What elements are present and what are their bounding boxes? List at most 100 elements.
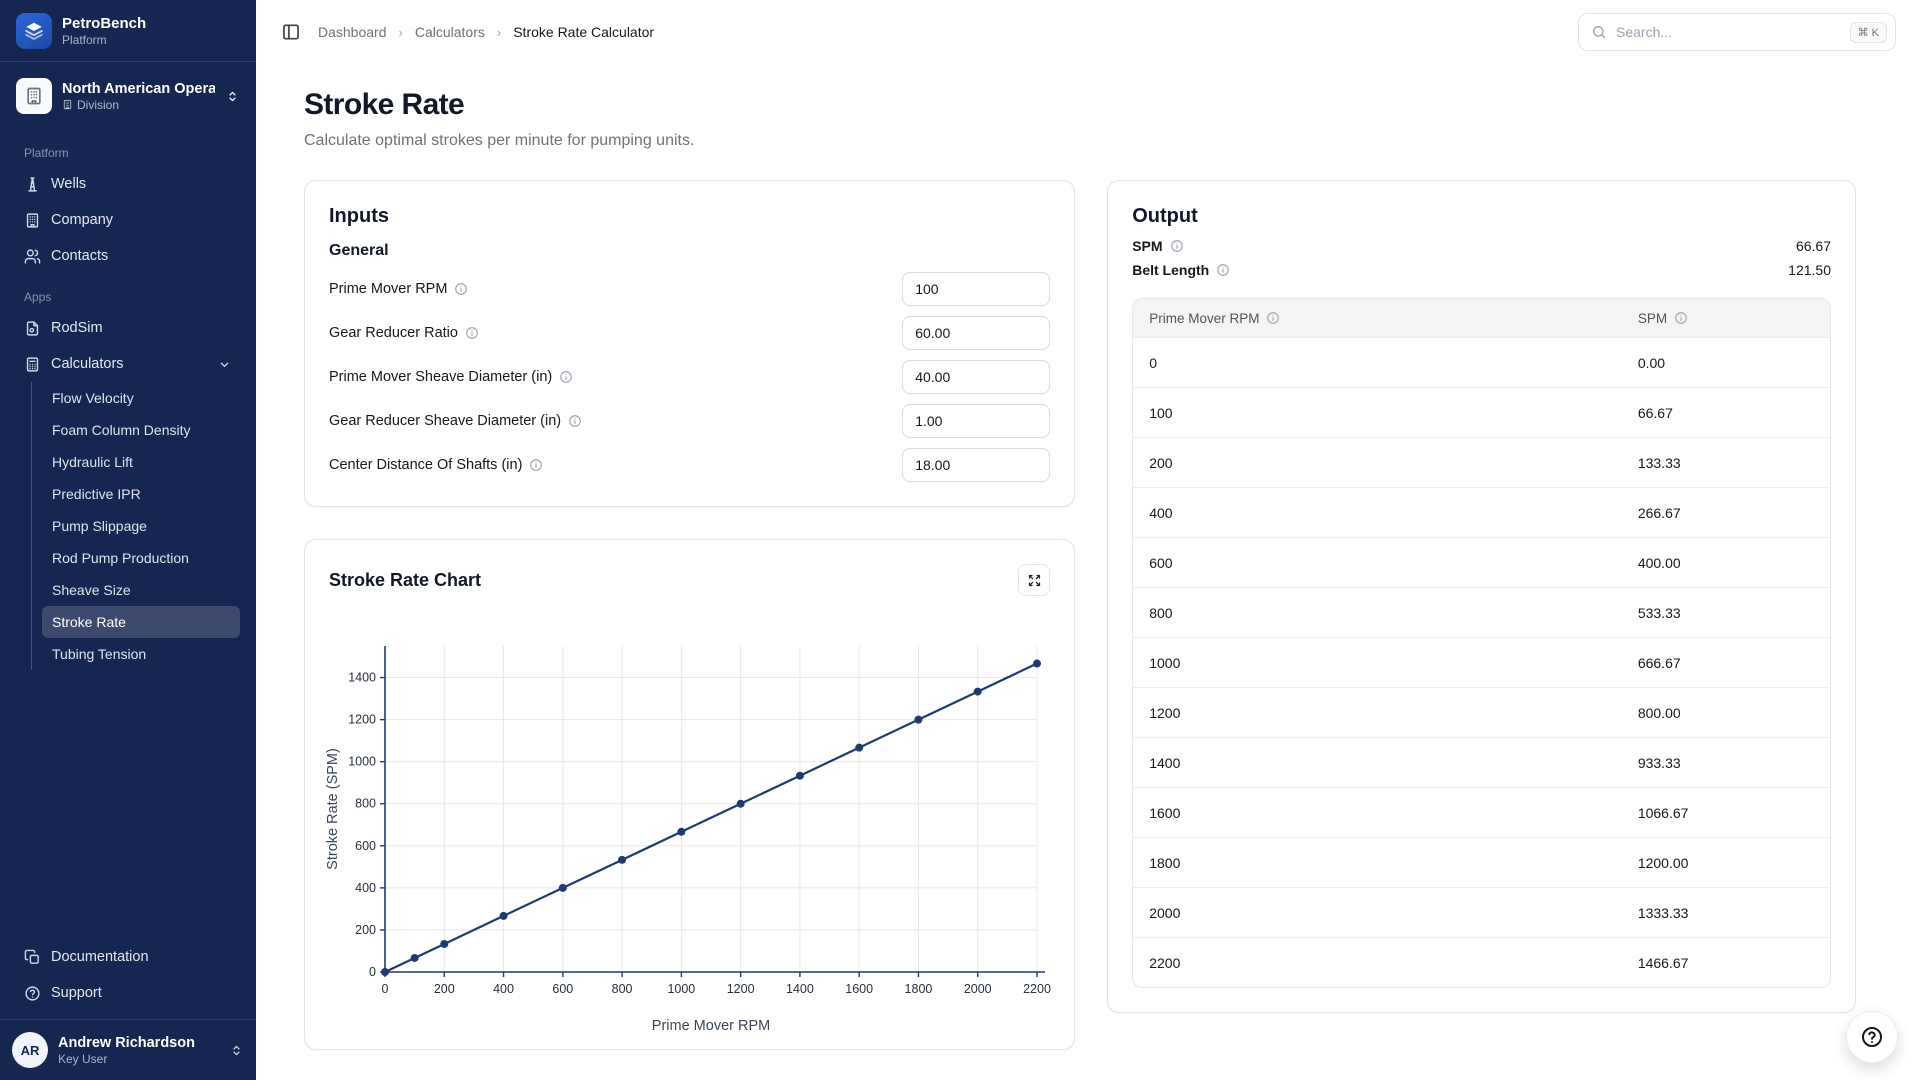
sidebar-subitem-pump-slippage[interactable]: Pump Slippage <box>52 518 147 534</box>
table-row: 1600 1066.67 <box>1133 787 1830 837</box>
chart-title: Stroke Rate Chart <box>329 569 482 590</box>
input-field-value[interactable] <box>902 272 1051 306</box>
brand-header[interactable]: PetroBench Platform <box>0 0 256 62</box>
table-cell-rpm: 1400 <box>1149 754 1181 771</box>
input-field-value[interactable] <box>902 448 1051 482</box>
svg-text:200: 200 <box>355 923 376 937</box>
main-area: Dashboard › Calculators › Stroke Rate Ca… <box>256 0 1920 1080</box>
info-icon[interactable] <box>1216 263 1230 277</box>
sidebar-subitem-flow-velocity[interactable]: Flow Velocity <box>52 390 134 406</box>
sidebar-subitem-sheave-size[interactable]: Sheave Size <box>52 582 131 598</box>
info-icon[interactable] <box>1674 311 1688 325</box>
svg-text:1600: 1600 <box>845 982 873 996</box>
org-name: North American Opera <box>62 80 215 97</box>
summary-value-spm: 66.67 <box>1795 238 1831 254</box>
info-icon[interactable] <box>559 370 573 384</box>
breadcrumb: Dashboard › Calculators › Stroke Rate Ca… <box>318 24 654 40</box>
page-subtitle: Calculate optimal strokes per minute for… <box>304 132 695 149</box>
sidebar-item-support[interactable]: Support <box>16 975 240 1011</box>
input-field-row: Prime Mover Sheave Diameter (in) <box>329 360 1051 394</box>
table-cell-spm: 266.67 <box>1637 504 1681 521</box>
layers-icon <box>23 20 45 42</box>
input-field-row: Prime Mover RPM <box>329 272 1051 306</box>
summary-value-belt-length: 121.50 <box>1788 262 1831 278</box>
sidebar-item-calculators[interactable]: Calculators <box>16 346 240 382</box>
table-row: 2200 1466.67 <box>1133 937 1830 987</box>
input-field-row: Center Distance Of Shafts (in) <box>329 448 1051 482</box>
input-field-label: Prime Mover RPM <box>329 281 448 297</box>
sidebar-subitem-stroke-rate[interactable]: Stroke Rate <box>42 606 240 638</box>
sidebar-subitem-tubing-tension[interactable]: Tubing Tension <box>52 646 147 662</box>
page-content: Stroke Rate Calculate optimal strokes pe… <box>256 64 1920 1080</box>
sidebar-item-contacts[interactable]: Contacts <box>16 238 240 274</box>
table-row: 0 0.00 <box>1133 337 1830 387</box>
input-field-label: Gear Reducer Sheave Diameter (in) <box>329 413 562 429</box>
input-field-row: Gear Reducer Ratio <box>329 316 1051 350</box>
sidebar-toggle-button[interactable] <box>276 17 306 47</box>
info-icon[interactable] <box>568 414 582 428</box>
copy-icon <box>24 949 41 966</box>
info-icon[interactable] <box>1266 311 1280 325</box>
sidebar-subitem-predictive-ipr[interactable]: Predictive IPR <box>52 486 141 502</box>
topbar: Dashboard › Calculators › Stroke Rate Ca… <box>256 0 1920 64</box>
chevron-down-icon <box>217 357 232 372</box>
table-cell-rpm: 0 <box>1149 354 1158 371</box>
org-logo <box>16 78 52 114</box>
search-box[interactable]: ⌘ K <box>1578 13 1896 51</box>
table-cell-spm: 933.33 <box>1637 754 1681 771</box>
table-row: 100 66.67 <box>1133 387 1830 437</box>
building-icon <box>62 99 73 110</box>
info-icon[interactable] <box>465 326 479 340</box>
breadcrumb-dashboard[interactable]: Dashboard <box>318 24 387 40</box>
breadcrumb-calculators[interactable]: Calculators <box>414 24 485 40</box>
table-cell-spm: 533.33 <box>1637 604 1681 621</box>
input-field-value[interactable] <box>902 360 1051 394</box>
chevrons-up-down-icon <box>225 89 240 104</box>
user-menu[interactable]: AR Andrew Richardson Key User <box>0 1019 256 1080</box>
inputs-group-label: General <box>329 242 389 259</box>
sidebar-subitem-foam-column-density[interactable]: Foam Column Density <box>52 422 191 438</box>
svg-text:1200: 1200 <box>348 713 376 727</box>
table-cell-spm: 1200.00 <box>1637 854 1689 871</box>
table-row: 1400 933.33 <box>1133 737 1830 787</box>
sidebar-item-wells[interactable]: Wells <box>16 166 240 202</box>
sidebar-item-company[interactable]: Company <box>16 202 240 238</box>
table-cell-rpm: 1000 <box>1149 654 1181 671</box>
input-field-value[interactable] <box>902 404 1051 438</box>
sidebar-item-rodsim[interactable]: RodSim <box>16 310 240 346</box>
sidebar-subitem-rod-pump-production[interactable]: Rod Pump Production <box>52 550 189 566</box>
svg-text:800: 800 <box>612 982 633 996</box>
inputs-card: Inputs General Prime Mover RPM Gear Redu… <box>304 180 1076 507</box>
info-icon[interactable] <box>529 458 543 472</box>
brand-logo <box>16 12 52 49</box>
table-cell-spm: 66.67 <box>1637 404 1673 421</box>
svg-text:0: 0 <box>382 982 389 996</box>
nav-section-apps: Apps <box>24 290 52 304</box>
sidebar-subitem-hydraulic-lift[interactable]: Hydraulic Lift <box>52 454 133 470</box>
breadcrumb-current: Stroke Rate Calculator <box>513 24 655 40</box>
info-icon[interactable] <box>1170 239 1184 253</box>
table-cell-spm: 1333.33 <box>1637 904 1689 921</box>
info-icon[interactable] <box>454 282 468 296</box>
input-field-row: Gear Reducer Sheave Diameter (in) <box>329 404 1051 438</box>
input-field-label: Prime Mover Sheave Diameter (in) <box>329 369 553 385</box>
table-cell-spm: 1066.67 <box>1637 804 1689 821</box>
search-input[interactable] <box>1616 24 1841 40</box>
chart-expand-button[interactable] <box>1018 564 1051 596</box>
table-cell-rpm: 1200 <box>1149 704 1181 721</box>
chart-card: Stroke Rate Chart 0 200 400 600 800 1000 1200 1… <box>304 539 1076 1050</box>
svg-text:1800: 1800 <box>905 982 933 996</box>
table-cell-spm: 400.00 <box>1637 554 1681 571</box>
help-button[interactable] <box>1846 1011 1898 1063</box>
table-cell-rpm: 2200 <box>1149 954 1181 971</box>
org-switcher[interactable]: North American Opera Division <box>8 70 248 122</box>
input-field-value[interactable] <box>902 316 1051 350</box>
table-row: 1800 1200.00 <box>1133 837 1830 887</box>
output-table: Prime Mover RPM SPM 0 0.00 100 66.67 200… <box>1132 298 1831 988</box>
table-cell-rpm: 400 <box>1149 504 1173 521</box>
table-cell-spm: 133.33 <box>1637 454 1681 471</box>
svg-text:1400: 1400 <box>786 982 814 996</box>
sidebar-item-documentation[interactable]: Documentation <box>16 939 240 975</box>
summary-row-belt-length: Belt Length 121.50 <box>1132 262 1831 278</box>
output-title: Output <box>1132 205 1198 227</box>
